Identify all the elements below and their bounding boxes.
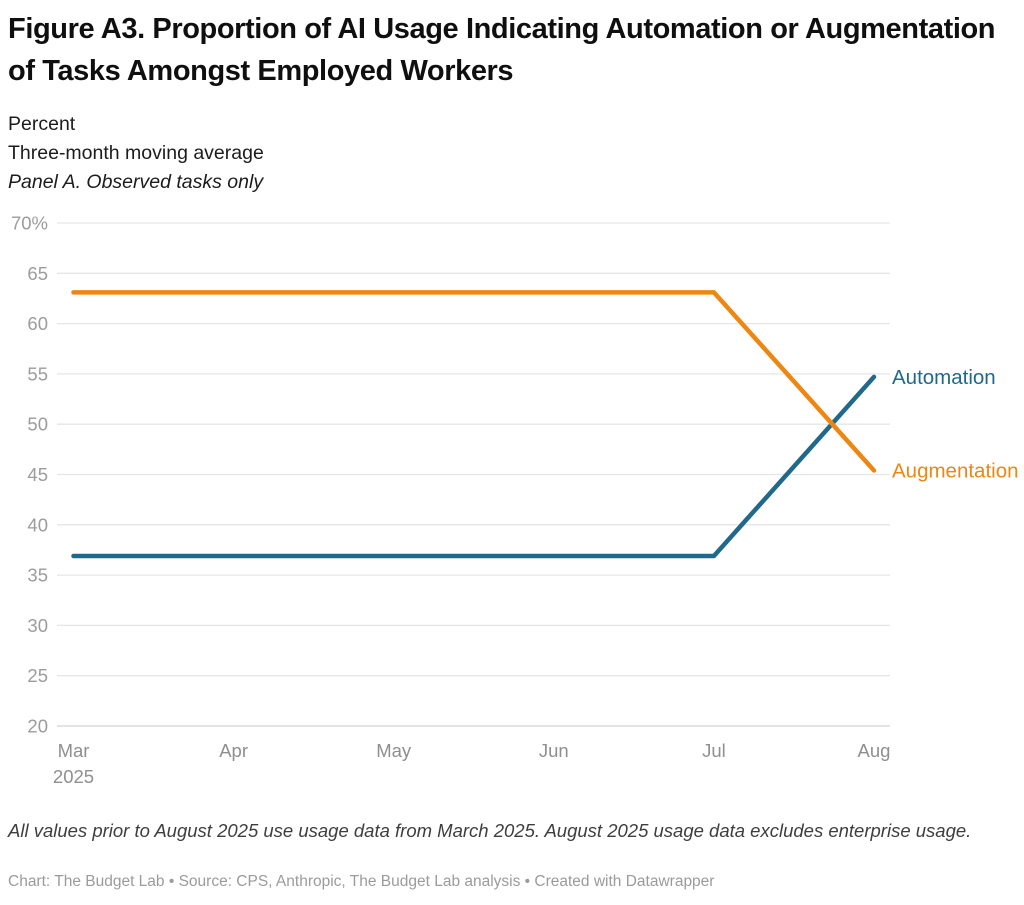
chart-title: Figure A3. Proportion of AI Usage Indica…: [8, 13, 996, 87]
series-line-augmentation: [71, 290, 877, 473]
x-tick-label-aug: Aug: [858, 740, 891, 761]
x-tick-label-may: May: [376, 740, 412, 761]
y-tick-label-25: 25: [27, 665, 48, 686]
credits-line: Chart: The Budget Lab • Source: CPS, Ant…: [8, 873, 715, 890]
series-label-augmentation: Augmentation: [892, 459, 1019, 482]
y-tick-label-70: 70%: [11, 213, 48, 234]
y-tick-label-65: 65: [27, 263, 48, 284]
series-label-automation: Automation: [892, 366, 996, 389]
x-tick-label-jun: Jun: [539, 740, 569, 761]
series-line-automation: [71, 374, 877, 559]
y-tick-label-40: 40: [27, 514, 48, 535]
chart-header: Figure A3. Proportion of AI Usage Indica…: [8, 8, 1016, 197]
panel-label: Panel A. Observed tasks only: [8, 171, 264, 193]
y-tick-label-55: 55: [27, 363, 48, 384]
x-tick-label-apr: Apr: [219, 740, 248, 761]
y-tick-label-35: 35: [27, 565, 48, 586]
moving-average-label: Three-month moving average: [8, 142, 264, 164]
x-tick-label-mar: Mar: [58, 740, 90, 761]
x-tick-sublabel-2025: 2025: [53, 766, 94, 787]
unit-label: Percent: [8, 113, 76, 135]
y-tick-label-30: 30: [27, 615, 48, 636]
y-tick-label-60: 60: [27, 313, 48, 334]
y-tick-label-20: 20: [27, 716, 48, 737]
y-tick-label-45: 45: [27, 464, 48, 485]
footnote: All values prior to August 2025 use usag…: [8, 820, 972, 841]
y-tick-label-50: 50: [27, 414, 48, 435]
x-tick-label-jul: Jul: [702, 740, 726, 761]
